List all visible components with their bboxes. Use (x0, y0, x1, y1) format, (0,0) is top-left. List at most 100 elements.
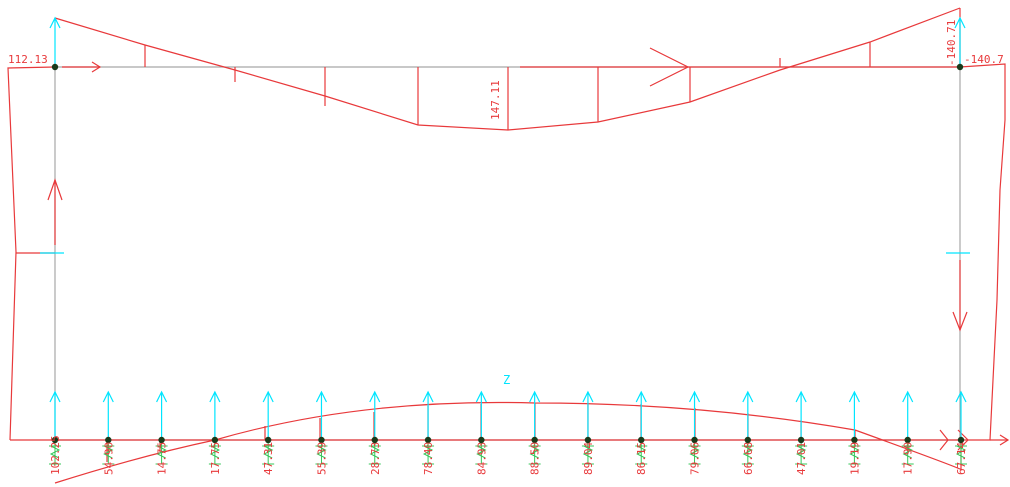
spring-support (528, 440, 541, 465)
node-point (797, 436, 805, 444)
node-point (51, 436, 59, 444)
node-point (744, 436, 752, 444)
top-left-value: 112.13 (8, 53, 48, 66)
spring-support (368, 440, 381, 465)
spring-support (848, 440, 861, 465)
spring-coil (49, 445, 61, 459)
arrow-head-large (649, 47, 690, 87)
node-point (158, 436, 165, 444)
spring-coil (742, 445, 753, 459)
bottom-value-label: 54.90 (102, 442, 115, 475)
spring-coil (156, 445, 167, 459)
bottom-value-label: 102.25 (49, 435, 62, 475)
bottom-moment-line (54, 401, 963, 484)
node-point (851, 436, 858, 444)
load-arrow-head (529, 390, 541, 403)
bottom-value-label: 67.14 (955, 442, 968, 475)
spring-support (102, 440, 115, 465)
member-direction-arrows (47, 47, 1010, 451)
spring-coil (422, 445, 434, 459)
node-point (956, 63, 964, 71)
spring-support (208, 440, 221, 465)
bottom-value-label: 66.68 (742, 442, 755, 475)
node-point (691, 436, 698, 444)
frame-nodes (51, 63, 965, 444)
spring-support (262, 440, 275, 465)
node-point (638, 436, 645, 444)
bottom-value-label: 84.93 (475, 442, 488, 475)
node-point (478, 436, 485, 444)
node-point (957, 436, 965, 444)
spring-coil (476, 445, 487, 459)
left-moment-line (7, 66, 56, 441)
arrow-head (47, 178, 63, 201)
node-point (264, 436, 272, 444)
load-arrow-head (954, 16, 966, 29)
bottom-value-label: 89.04 (582, 442, 595, 475)
node-point (424, 436, 432, 444)
node-point (211, 436, 219, 444)
bottom-beam-value-labels: 102.25 54.90 14.75 17.75 47.31 55.39 28.73 78.4… (49, 435, 968, 475)
spring-support (422, 440, 435, 465)
spring-support (635, 440, 648, 465)
bottom-value-label: 47.01 (795, 442, 808, 475)
spring-support (475, 440, 488, 465)
spring-support (901, 440, 914, 465)
bottom-value-label: 78.40 (422, 442, 435, 475)
bottom-value-label: 17.90 (902, 442, 915, 475)
top-mid-value: 147.11 (489, 80, 502, 120)
load-arrow-head (49, 16, 61, 29)
spring-coil (316, 445, 327, 459)
bottom-value-label: 19.19 (848, 442, 861, 475)
bottom-value-label: 88.50 (529, 442, 542, 475)
load-arrow-head (262, 390, 274, 403)
load-arrow-head (315, 390, 328, 403)
spring-support (315, 440, 328, 465)
node-point (584, 436, 592, 444)
spring-support (49, 440, 61, 465)
spring-support (581, 440, 594, 465)
load-arrow-head (102, 390, 114, 403)
spring-coil (955, 445, 967, 459)
spring-support (795, 440, 808, 465)
right-moment-line (959, 63, 1006, 441)
right-column-moment (959, 63, 1006, 441)
bottom-value-label: 14.75 (156, 442, 169, 475)
load-arrow-head (955, 390, 967, 403)
diagram-labels: 112.13 -140.7 -140.71 147.11 Z (8, 20, 1004, 387)
bottom-value-label: 79.06 (689, 442, 702, 475)
bottom-value-label: 28.73 (369, 442, 382, 475)
load-arrow-head (475, 390, 487, 403)
bottom-value-label: 86.15 (635, 442, 648, 475)
spring-coil (849, 445, 860, 459)
load-arrow-head (848, 390, 860, 403)
top-beam-moment-curve (54, 7, 961, 131)
spring-coil (795, 445, 807, 459)
load-arrow-head (156, 390, 168, 403)
cyan-load-arrows (40, 16, 970, 440)
arrow-head (91, 61, 102, 73)
node-point (371, 436, 378, 444)
load-arrow-head (582, 390, 594, 403)
bottom-value-label: 47.31 (262, 442, 275, 475)
top-right-value: -140.7 (964, 53, 1004, 66)
load-arrow-head (635, 390, 647, 403)
bottom-value-label: 55.39 (315, 442, 328, 475)
spring-coil (209, 445, 221, 459)
bottom-value-label: 17.75 (209, 442, 222, 475)
spring-coil (529, 445, 540, 459)
spring-coil (263, 445, 274, 459)
spring-support (955, 440, 967, 465)
node-point (318, 436, 325, 444)
node-point (105, 436, 112, 444)
spring-support (155, 440, 168, 465)
spring-coil (689, 445, 700, 459)
spring-coil (103, 445, 114, 459)
load-arrow-head (49, 390, 61, 403)
top-right-vertical-value: -140.71 (945, 20, 958, 66)
load-arrow-head (795, 390, 807, 403)
spring-coil (902, 445, 913, 459)
load-arrow-head (902, 390, 914, 403)
spring-coil (636, 445, 647, 459)
